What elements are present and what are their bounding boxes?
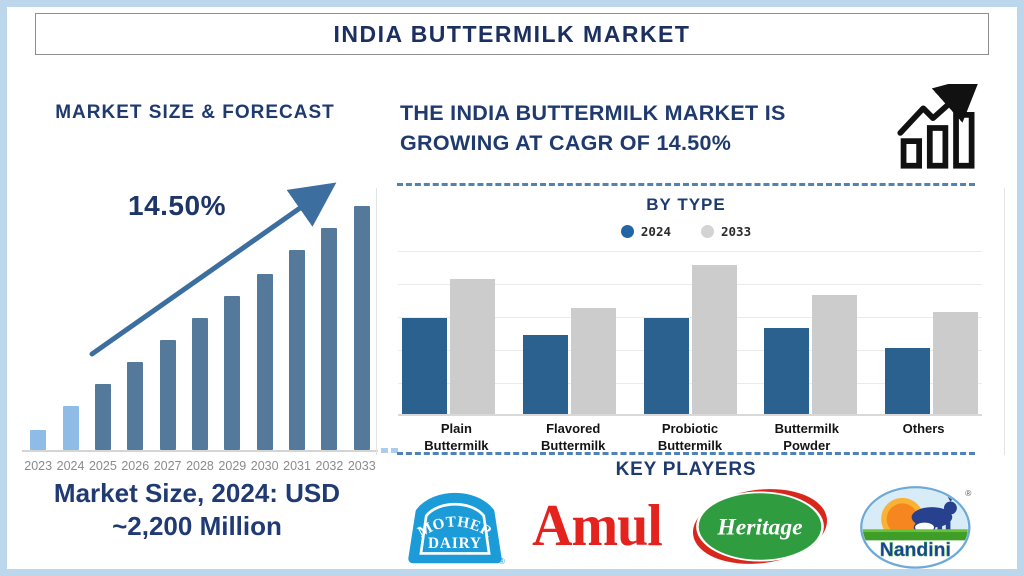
- amul-logo: Amul: [532, 493, 663, 559]
- cagr-growth-label: 14.50%: [128, 190, 226, 221]
- keyplayers-heading: KEY PLAYERS: [615, 459, 757, 480]
- forecast-bars: [22, 200, 378, 452]
- year-label-2027: 2027: [153, 459, 182, 473]
- title-bar: INDIA BUTTERMILK MARKET: [35, 13, 989, 55]
- bar-2024-group2: [522, 335, 568, 414]
- bar-2033-group5: [933, 312, 978, 414]
- chart-widget-right-edge: [1004, 188, 1005, 455]
- forecast-bar-2024: [62, 406, 79, 450]
- bytype-labels: Plain Buttermilk Flavored Buttermilk Probi…: [398, 421, 982, 455]
- legend-item-2024: 2024: [620, 224, 671, 239]
- category-label-1: Plain Buttermilk: [424, 421, 489, 453]
- cagr-headline-line1: THE INDIA BUTTERMILK MARKET IS: [400, 101, 786, 125]
- year-label-2029: 2029: [218, 459, 247, 473]
- dashed-separator-top: [397, 183, 975, 186]
- bar-2033-group2: [570, 308, 616, 414]
- forecast-bar-2029: [224, 296, 241, 450]
- forecast-bar-2025: [94, 384, 111, 450]
- year-label-2032: 2032: [315, 459, 344, 473]
- year-label-2030: 2030: [250, 459, 279, 473]
- forecast-heading: MARKET SIZE & FORECAST: [55, 102, 335, 123]
- heritage-wordmark: Heritage: [716, 514, 802, 540]
- bytype-groups: [398, 251, 982, 416]
- dashed-separator-bottom: [397, 452, 975, 455]
- mother-dairy-trademark: ®: [499, 557, 505, 566]
- legend-dot-2024: [620, 225, 634, 238]
- page-title: INDIA BUTTERMILK MARKET: [333, 20, 691, 47]
- legend-label-2033: 2033: [721, 224, 752, 239]
- nandini-trademark: ®: [965, 488, 971, 498]
- forecast-years: 2023 2024 2025 2026 2027 2028 2029 2030 2031 2032…: [22, 459, 378, 473]
- heritage-logo: Heritage: [692, 488, 827, 564]
- forecast-bar-2032: [321, 228, 338, 450]
- nandini-wordmark: Nandini: [880, 539, 951, 561]
- mother-dairy-word2: DAIRY: [428, 535, 482, 552]
- forecast-bar-2027: [159, 340, 176, 450]
- bar-2024-group1: [402, 318, 447, 414]
- market-size-callout: Market Size, 2024: USD ~2,200 Million: [8, 477, 386, 544]
- year-label-2031: 2031: [283, 459, 311, 473]
- market-size-line2: ~2,200 Million: [112, 511, 282, 542]
- legend-label-2024: 2024: [640, 224, 671, 239]
- cagr-headline-line2: GROWING AT CAGR OF 14.50%: [400, 131, 732, 156]
- bar-group-2: [522, 308, 616, 414]
- nandini-logo: Nandini ®: [860, 485, 971, 569]
- year-label-2033: 2033: [347, 459, 376, 473]
- category-label-5: Others: [902, 421, 945, 436]
- category-label-2: Flavored Buttermilk: [541, 421, 606, 453]
- key-players-logos: MOTHER DAIRY ® Amul Heritage: [400, 485, 980, 569]
- bytype-legend: 2024 2033: [397, 224, 975, 239]
- bar-group-5: [885, 312, 978, 414]
- year-label-2025: 2025: [88, 459, 117, 473]
- year-label-2023: 2023: [24, 459, 53, 473]
- year-label-2024: 2024: [56, 459, 85, 473]
- forecast-bar-2023: [30, 430, 47, 450]
- bar-2033-group4: [812, 295, 858, 414]
- baseline-stub-dashes: [381, 448, 398, 453]
- bar-2024-group3: [643, 318, 689, 414]
- bar-group-3: [643, 265, 737, 414]
- year-label-2028: 2028: [186, 459, 214, 473]
- mother-dairy-logo: MOTHER DAIRY ®: [408, 492, 505, 566]
- cagr-headline: THE INDIA BUTTERMILK MARKET IS GROWING A…: [400, 98, 890, 158]
- chart-widget-left-edge: [376, 188, 377, 455]
- legend-dot-2033: [701, 225, 714, 238]
- legend-item-2033: 2033: [701, 224, 751, 239]
- bar-2024-group5: [885, 348, 930, 414]
- bar-group-4: [764, 295, 858, 414]
- forecast-bar-2033: [353, 206, 370, 450]
- forecast-bar-2028: [191, 318, 208, 450]
- forecast-bar-2030: [256, 274, 273, 450]
- bar-group-1: [402, 279, 495, 414]
- bytype-heading: BY TYPE: [646, 195, 726, 214]
- bar-2033-group3: [691, 265, 737, 414]
- market-size-line1: Market Size, 2024: USD: [53, 478, 341, 508]
- forecast-bar-2026: [127, 362, 144, 450]
- year-label-2026: 2026: [121, 459, 150, 473]
- growth-chart-icon: [897, 84, 979, 169]
- bar-2033-group1: [450, 279, 495, 414]
- forecast-bar-2031: [289, 250, 306, 450]
- category-label-3: Probiotic Buttermilk: [657, 421, 723, 453]
- bar-2024-group4: [764, 328, 810, 414]
- category-label-4: Buttermilk Powder: [774, 421, 839, 453]
